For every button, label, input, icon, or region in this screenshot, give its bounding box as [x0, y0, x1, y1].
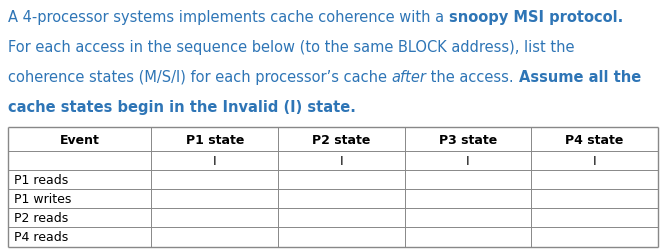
Text: I: I [340, 154, 343, 167]
Text: snoopy MSI protocol.: snoopy MSI protocol. [449, 10, 623, 25]
Text: P1 state: P1 state [186, 133, 244, 146]
Text: Event: Event [60, 133, 100, 146]
Text: I: I [466, 154, 470, 167]
Text: cache states begin in the Invalid (I) state.: cache states begin in the Invalid (I) st… [8, 100, 356, 114]
Text: P2 state: P2 state [312, 133, 370, 146]
Text: P3 state: P3 state [439, 133, 498, 146]
Text: For each access in the sequence below (to the same BLOCK address), list the: For each access in the sequence below (t… [8, 40, 575, 55]
Text: P2 reads: P2 reads [14, 211, 68, 224]
Text: the access.: the access. [426, 70, 519, 85]
Text: I: I [593, 154, 597, 167]
Text: P4 reads: P4 reads [14, 230, 68, 243]
Text: A 4-processor systems implements cache coherence with a: A 4-processor systems implements cache c… [8, 10, 449, 25]
Text: after: after [392, 70, 426, 85]
Text: Assume all the: Assume all the [519, 70, 641, 85]
Text: I: I [213, 154, 216, 167]
Text: P1 writes: P1 writes [14, 192, 71, 205]
Text: P4 state: P4 state [565, 133, 624, 146]
Text: coherence states (M/S/I) for each processor’s cache: coherence states (M/S/I) for each proces… [8, 70, 392, 85]
Text: P1 reads: P1 reads [14, 173, 68, 186]
